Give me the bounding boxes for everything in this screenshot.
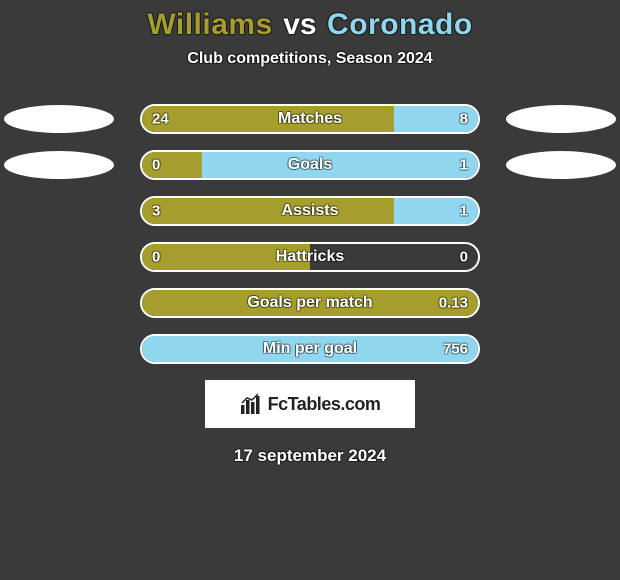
title-player-b: Coronado <box>327 8 473 41</box>
stat-bar: 24 8 Matches <box>140 104 480 134</box>
stat-label: Min per goal <box>263 340 357 358</box>
stat-bar-left-fill <box>142 198 394 224</box>
stat-label: Hattricks <box>276 248 344 266</box>
subtitle: Club competitions, Season 2024 <box>0 50 620 68</box>
stat-right-value: 8 <box>460 111 468 128</box>
stat-row: 756 Min per goal <box>0 334 620 364</box>
stat-bar-left-fill <box>142 106 394 132</box>
stat-bar: 756 Min per goal <box>140 334 480 364</box>
stat-row: 3 1 Assists <box>0 196 620 226</box>
title-player-a: Williams <box>147 8 272 41</box>
stat-left-value: 0 <box>152 249 160 266</box>
stat-bar-right-fill <box>202 152 478 178</box>
stat-bar: 3 1 Assists <box>140 196 480 226</box>
stat-right-value: 756 <box>443 341 468 358</box>
stat-right-value: 0.13 <box>439 295 468 312</box>
stat-label: Goals per match <box>247 294 372 312</box>
stat-bar: 0 0 Hattricks <box>140 242 480 272</box>
date-line: 17 september 2024 <box>0 446 620 466</box>
stat-label: Goals <box>288 156 332 174</box>
stat-rows: 24 8 Matches 0 1 Goals 3 1 Assists 0 0 Hattricks 0.1… <box>0 104 620 364</box>
stat-bar: 0.13 Goals per match <box>140 288 480 318</box>
title-row: Williams vs Coronado <box>0 8 620 42</box>
stat-row: 0.13 Goals per match <box>0 288 620 318</box>
main-container: Williams vs Coronado Club competitions, … <box>0 0 620 466</box>
stat-bar: 0 1 Goals <box>140 150 480 180</box>
logo-box: FcTables.com <box>205 380 415 428</box>
stat-row: 0 1 Goals <box>0 150 620 180</box>
stat-row: 0 0 Hattricks <box>0 242 620 272</box>
logo-text: FcTables.com <box>268 394 381 415</box>
logo-chart-icon <box>240 393 262 415</box>
stat-left-value: 3 <box>152 203 160 220</box>
stat-right-value: 1 <box>460 157 468 174</box>
stat-row: 24 8 Matches <box>0 104 620 134</box>
stat-label: Matches <box>278 110 342 128</box>
player-a-avatar <box>4 105 114 133</box>
stat-left-value: 0 <box>152 157 160 174</box>
stat-label: Assists <box>282 202 339 220</box>
stat-right-value: 1 <box>460 203 468 220</box>
player-a-avatar <box>4 151 114 179</box>
player-b-avatar <box>506 151 616 179</box>
stat-right-value: 0 <box>460 249 468 266</box>
stat-left-value: 24 <box>152 111 169 128</box>
player-b-avatar <box>506 105 616 133</box>
title-vs: vs <box>283 8 316 41</box>
